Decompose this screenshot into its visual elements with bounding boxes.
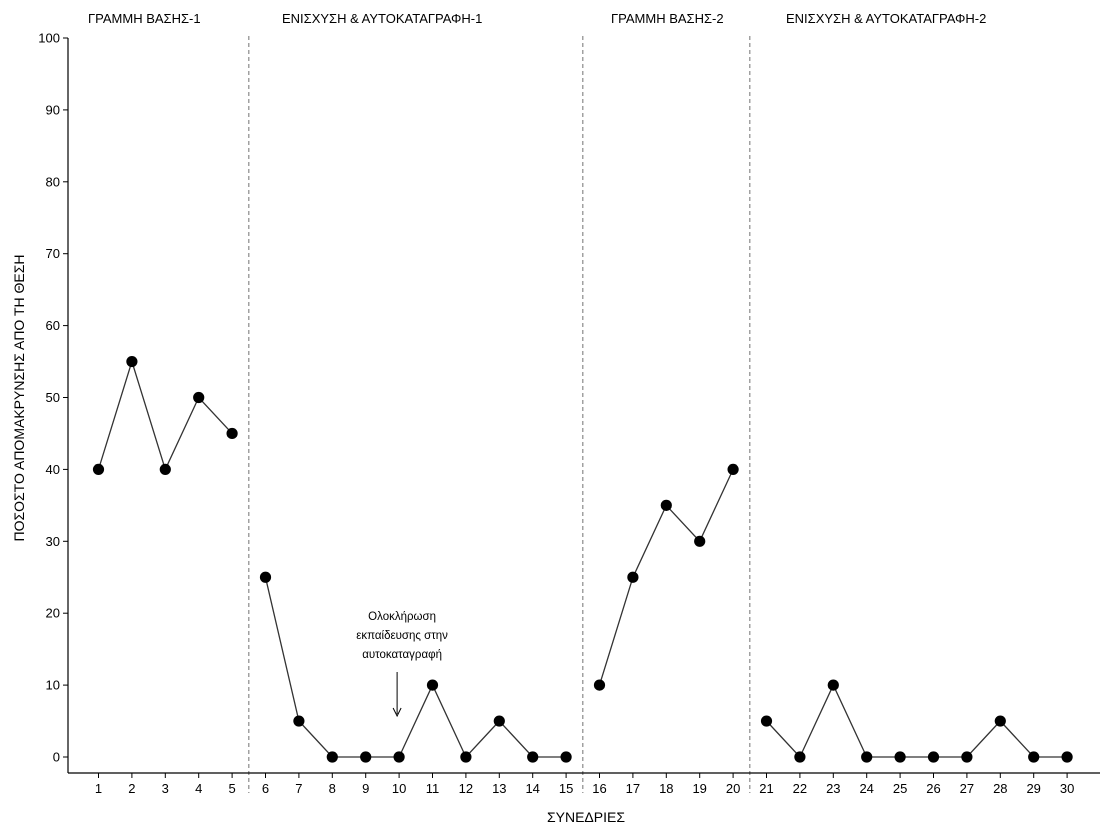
y-tick-label: 70 — [46, 246, 60, 261]
x-tick-label: 6 — [262, 781, 269, 796]
data-point — [360, 751, 372, 763]
y-tick-label: 90 — [46, 102, 60, 117]
data-series — [92, 355, 1073, 763]
x-tick-label: 22 — [793, 781, 807, 796]
phase-label: ΓΡΑΜΜΗ ΒΑΣΗΣ-2 — [611, 11, 724, 26]
x-tick-label: 24 — [859, 781, 873, 796]
axes — [67, 38, 1100, 774]
x-tick-label: 16 — [592, 781, 606, 796]
y-tick-label: 100 — [38, 31, 60, 46]
x-tick-label: 27 — [960, 781, 974, 796]
y-tick-label: 40 — [46, 462, 60, 477]
data-point — [393, 751, 405, 763]
x-tick-label: 15 — [559, 781, 573, 796]
data-point — [794, 751, 806, 763]
data-point — [627, 571, 639, 583]
x-axis-ticks: 1 2 3 4 5 6 7 8 9 10 11 12 13 14 15 16 17 18 19 20 21 22 23 24 2… — [95, 773, 1074, 796]
x-axis-title: ΣΥΝΕΔΡΙΕΣ — [547, 809, 625, 825]
data-point — [961, 751, 973, 763]
data-point — [259, 571, 272, 583]
x-tick-label: 10 — [392, 781, 406, 796]
phase-label: ΕΝΙΣΧΥΣΗ & ΑΥΤΟΚΑΤΑΓΡΑΦΗ-1 — [282, 11, 482, 26]
series-line-segment — [264, 577, 567, 759]
y-axis-title: ΠΟΣΟΣΤΟ ΑΠΟΜΑΚΡΥΝΣΗΣ ΑΠΟ ΤΗ ΘΕΣΗ — [11, 254, 27, 541]
data-point — [1028, 751, 1040, 763]
data-point — [861, 751, 873, 763]
data-point — [894, 751, 906, 763]
data-point — [293, 715, 305, 727]
x-tick-label: 30 — [1060, 781, 1074, 796]
data-point — [694, 535, 706, 547]
series-line-segment — [766, 683, 1068, 759]
data-point — [226, 427, 238, 440]
y-tick-label: 60 — [46, 318, 60, 333]
series-line-segment — [97, 359, 233, 472]
data-point — [326, 751, 338, 763]
x-tick-label: 8 — [329, 781, 336, 796]
data-point — [927, 751, 940, 763]
annotation-text-line: αυτοκαταγραφή — [362, 649, 442, 661]
x-tick-label: 18 — [659, 781, 673, 796]
y-axis-ticks: 0 10 20 30 40 50 60 70 80 90 100 — [38, 31, 68, 765]
data-point — [760, 715, 773, 727]
x-tick-label: 4 — [195, 781, 202, 796]
data-point — [527, 751, 539, 763]
annotation-arrow-head — [392, 707, 402, 718]
x-tick-label: 25 — [893, 781, 907, 796]
y-tick-label: 80 — [46, 174, 60, 189]
x-tick-label: 1 — [95, 781, 102, 796]
phase-divider-lines — [248, 36, 751, 793]
data-point — [827, 679, 839, 691]
x-tick-label: 28 — [993, 781, 1007, 796]
annotation: Ολοκλήρωση εκπαίδευσης στην αυτοκαταγραφή — [356, 611, 448, 718]
data-point — [727, 463, 739, 475]
x-tick-label: 23 — [826, 781, 840, 796]
annotation-text-line: Ολοκλήρωση — [368, 611, 436, 623]
phase-labels: ΓΡΑΜΜΗ ΒΑΣΗΣ-1 ΕΝΙΣΧΥΣΗ & ΑΥΤΟΚΑΤΑΓΡΑΦΗ-1… — [88, 11, 986, 26]
data-point — [460, 751, 472, 763]
data-point — [159, 463, 171, 475]
y-tick-label: 0 — [53, 750, 60, 765]
y-tick-label: 20 — [46, 606, 60, 621]
x-tick-label: 5 — [228, 781, 235, 796]
x-tick-label: 14 — [525, 781, 539, 796]
y-tick-label: 30 — [46, 534, 60, 549]
data-point — [660, 499, 672, 511]
x-tick-label: 9 — [362, 781, 369, 796]
x-tick-label: 13 — [492, 781, 506, 796]
x-tick-label: 26 — [926, 781, 940, 796]
data-point — [1061, 751, 1073, 763]
x-tick-label: 2 — [128, 781, 135, 796]
data-point — [994, 715, 1006, 727]
data-point — [560, 751, 572, 763]
data-point — [426, 679, 439, 691]
x-tick-label: 3 — [162, 781, 169, 796]
x-tick-label: 20 — [726, 781, 740, 796]
x-tick-label: 21 — [759, 781, 773, 796]
y-tick-label: 50 — [46, 390, 60, 405]
x-tick-label: 7 — [295, 781, 302, 796]
phase-label: ΓΡΑΜΜΗ ΒΑΣΗΣ-1 — [88, 11, 201, 26]
x-tick-label: 12 — [459, 781, 473, 796]
x-tick-label: 19 — [692, 781, 706, 796]
x-tick-label: 11 — [426, 781, 440, 796]
data-point — [593, 679, 606, 691]
x-tick-label: 17 — [626, 781, 640, 796]
data-point — [193, 391, 205, 404]
data-point — [493, 715, 505, 727]
data-point — [92, 463, 105, 475]
data-point — [126, 355, 138, 368]
x-tick-label: 29 — [1026, 781, 1040, 796]
y-tick-label: 10 — [46, 678, 60, 693]
annotation-text-line: εκπαίδευσης στην — [356, 630, 448, 642]
phase-label: ΕΝΙΣΧΥΣΗ & ΑΥΤΟΚΑΤΑΓΡΑΦΗ-2 — [786, 11, 986, 26]
